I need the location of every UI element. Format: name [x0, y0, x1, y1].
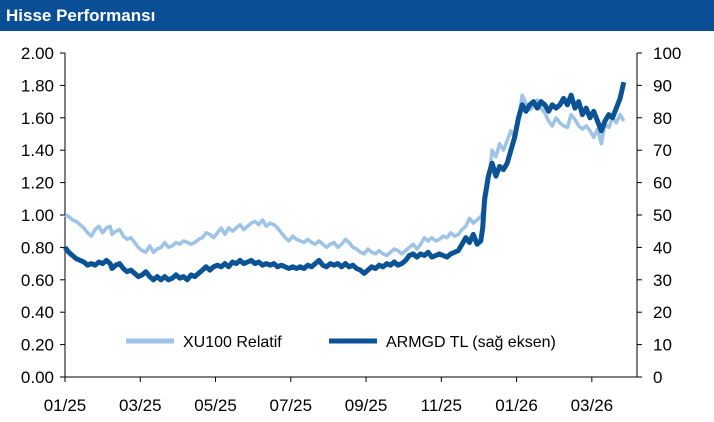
y-left-tick-label: 0.00	[21, 368, 54, 387]
chart-header: Hisse Performansı	[0, 0, 714, 31]
series-line-xu100	[64, 93, 626, 258]
legend-label-xu100: XU100 Relatif	[183, 334, 282, 351]
y-left-tick-label: 2.00	[21, 44, 54, 63]
y-right-tick-label: 100	[653, 44, 681, 63]
y-right-tick-label: 40	[653, 238, 672, 257]
y-left-tick-label: 1.80	[21, 76, 54, 95]
series-line-armgd	[63, 81, 627, 283]
legend-label-armgd: ARMGD TL (sağ eksen)	[386, 334, 556, 351]
y-right-tick-label: 10	[653, 336, 672, 355]
x-tick-label: 11/25	[421, 396, 462, 415]
y-left-tick-label: 1.20	[21, 174, 54, 193]
y-right-tick-label: 80	[653, 109, 672, 128]
y-right-tick-label: 70	[653, 141, 672, 160]
y-left-tick-label: 1.60	[21, 109, 54, 128]
x-tick-label: 05/25	[194, 396, 237, 415]
x-tick-label: 01/25	[44, 396, 87, 415]
x-tick-label: 09/25	[345, 396, 388, 415]
x-tick-label: 03/25	[119, 396, 162, 415]
x-tick-label: 03/26	[571, 396, 614, 415]
y-left-tick-label: 0.40	[21, 303, 54, 322]
chart-legend: XU100 Relatif ARMGD TL (sağ eksen)	[126, 334, 556, 351]
y-left-tick-label: 0.60	[21, 271, 54, 290]
chart-title: Hisse Performansı	[6, 6, 156, 25]
y-left-tick-label: 0.20	[21, 336, 54, 355]
y-right-tick-label: 30	[653, 271, 672, 290]
y-right-tick-label: 90	[653, 76, 672, 95]
y-right-tick-label: 50	[653, 206, 672, 225]
y-left-tick-label: 0.80	[21, 238, 54, 257]
y-left-tick-label: 1.00	[21, 206, 54, 225]
chart-lines	[63, 81, 627, 283]
y-right-tick-label: 20	[653, 303, 672, 322]
x-tick-label: 01/26	[495, 396, 538, 415]
y-right-tick-label: 0	[653, 368, 662, 387]
y-right-tick-label: 60	[653, 174, 672, 193]
y-left-tick-label: 1.40	[21, 141, 54, 160]
x-tick-label: 07/25	[270, 396, 313, 415]
